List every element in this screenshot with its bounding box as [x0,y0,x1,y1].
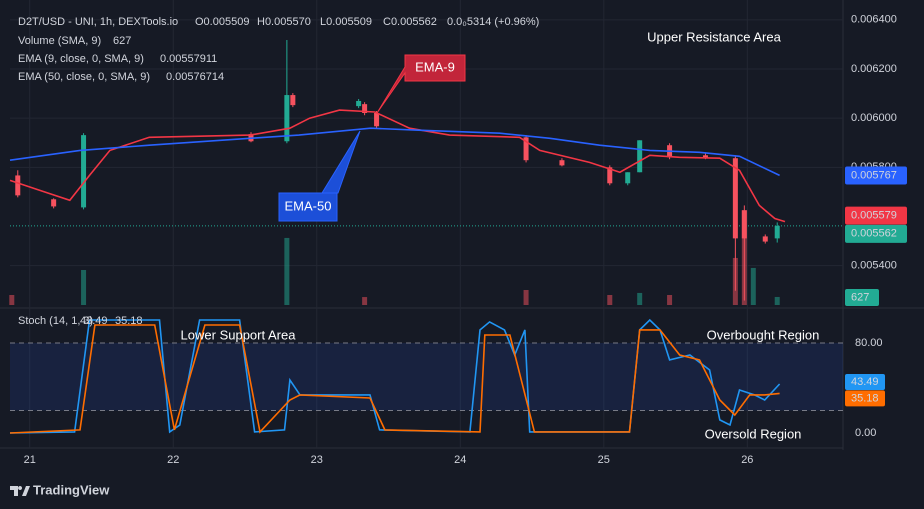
y-tick-label: 0.005400 [851,260,897,272]
ema-line [9,109,786,223]
candle-body [290,95,296,106]
x-tick-label: 24 [454,454,466,466]
stoch-label-box [845,390,885,407]
price-label-box [845,224,907,243]
candle-body [374,113,380,127]
candle-body [774,225,780,239]
annotation: Lower Support Area [181,327,297,342]
callout [376,54,466,114]
chart-title: D2T/USD - UNI, 1h, DEXTools.io [18,16,178,28]
volume-label-box [845,289,879,306]
indicator-title: Stoch (14, 1, 3) [18,315,93,327]
candle-body [523,137,529,161]
ema-legend: EMA (9, close, 0, SMA, 9) [18,53,144,65]
y-tick-label: 0.006400 [851,14,897,26]
x-tick-label: 22 [167,454,179,466]
candle-body [625,172,631,184]
ema-legend: EMA (50, close, 0, SMA, 9) [18,71,150,83]
ema-legend-value: 0.00576714 [166,71,224,83]
volume-bar [667,295,673,305]
ohlc-value: L0.005509 [320,16,372,28]
candle-body [362,104,368,114]
candle-body [81,135,87,208]
ema-legend-value: 0.00557911 [160,53,217,65]
volume-legend-value: 627 [113,35,131,47]
annotation: EMA-9 [415,59,455,74]
annotation: Oversold Region [705,426,802,441]
y-tick-label: 0.006200 [851,63,897,75]
y-tick-label: 80.00 [855,337,883,349]
price-label-box [845,206,907,225]
candle-body [607,167,613,184]
ema-line [9,127,780,177]
volume-bar [637,292,643,305]
stoch-line [9,324,780,434]
candle-body [762,236,768,242]
price-label: 0.005767 [851,169,897,181]
candle-body [15,175,21,196]
candle-body [51,199,57,207]
volume-bar [362,297,368,305]
candle-body [559,160,565,166]
candle-body [702,155,708,159]
volume-bar [9,295,15,305]
stoch-legend-value: 43.49 [80,315,108,327]
stoch-label-box [845,374,885,391]
stoch-legend-value: 35.18 [115,315,143,327]
price-label: 0.005579 [851,210,897,222]
volume-bar [607,295,613,305]
volume-legend: Volume (SMA, 9) [18,35,101,47]
ohlc-value: O0.005509 [195,16,249,28]
volume-label: 627 [851,291,869,303]
brand: TradingView [33,482,110,497]
callout [278,130,361,222]
volume-bar [284,237,290,305]
volume-bar [774,296,780,305]
y-tick-label: 0.00 [855,427,876,439]
stoch-label: 43.49 [851,376,879,388]
x-tick-label: 21 [24,454,36,466]
annotation: Overbought Region [707,327,820,342]
price-label: 0.005562 [851,228,897,240]
candle-body [284,95,290,142]
band [10,342,843,411]
ohlc-value: H0.005570 [257,16,311,28]
ohlc-value: C0.005562 [383,16,437,28]
y-tick-label: 0.006000 [851,112,897,124]
volume-bar [750,267,756,305]
x-tick-label: 25 [598,454,610,466]
stoch-label: 35.18 [851,392,879,404]
candle-body [732,158,738,239]
volume-bar [81,270,87,305]
candle-body [741,210,747,239]
annotation: Upper Resistance Area [647,29,781,44]
tradingview-logo: TradingView [10,482,110,497]
x-tick-label: 26 [741,454,753,466]
volume-bar [523,290,529,305]
candle-body [356,100,362,107]
price-change: 0.0₀5314 (+0.96%) [447,16,539,28]
x-tick-label: 23 [311,454,323,466]
annotation: EMA-50 [285,198,332,213]
price-label-box [845,166,907,185]
candle-body [637,140,643,173]
